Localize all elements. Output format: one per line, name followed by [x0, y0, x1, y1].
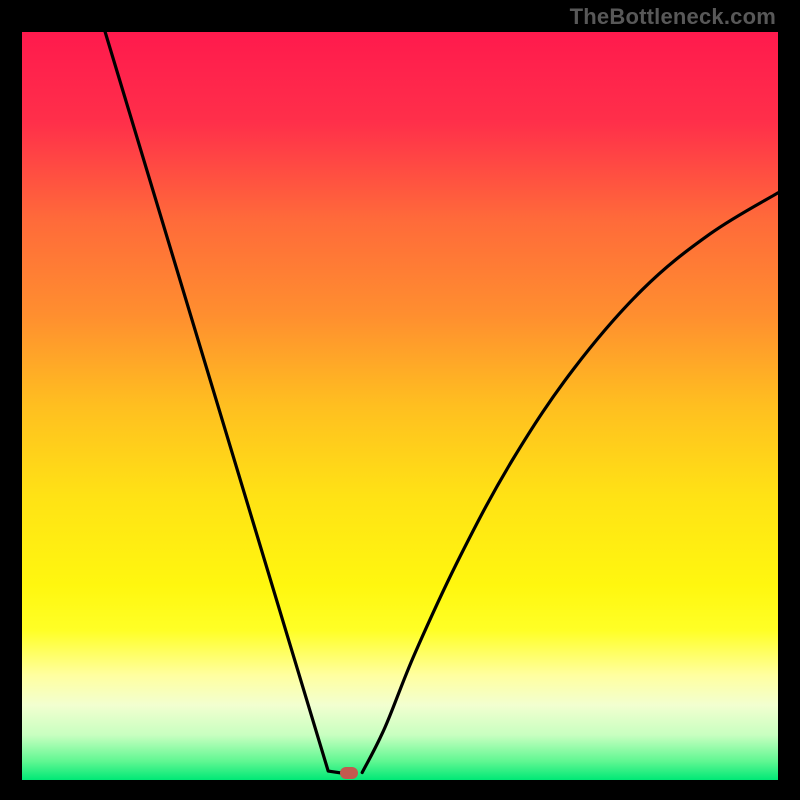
plot-area [22, 32, 778, 780]
bottleneck-curve [22, 32, 778, 780]
watermark-text: TheBottleneck.com [570, 4, 776, 30]
plot-frame [22, 32, 778, 780]
optimal-point-marker [340, 767, 358, 779]
curve-right-branch [362, 193, 778, 773]
curve-left-branch [105, 32, 353, 775]
